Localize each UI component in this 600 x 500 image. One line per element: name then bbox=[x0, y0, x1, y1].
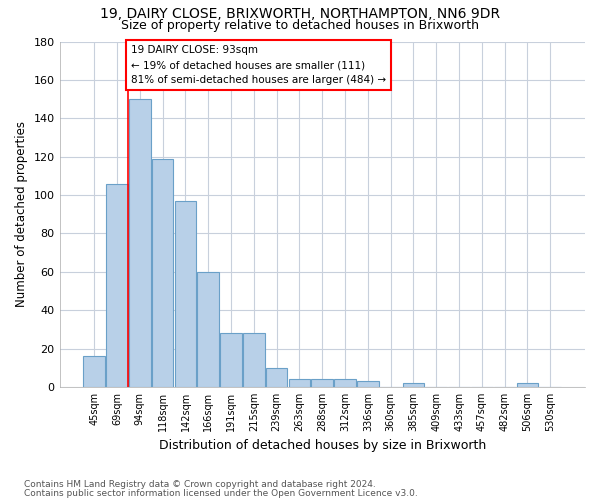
Text: Contains HM Land Registry data © Crown copyright and database right 2024.: Contains HM Land Registry data © Crown c… bbox=[24, 480, 376, 489]
Y-axis label: Number of detached properties: Number of detached properties bbox=[15, 121, 28, 307]
Bar bbox=[83, 356, 105, 387]
Bar bbox=[403, 383, 424, 387]
Bar bbox=[152, 158, 173, 387]
Text: 19, DAIRY CLOSE, BRIXWORTH, NORTHAMPTON, NN6 9DR: 19, DAIRY CLOSE, BRIXWORTH, NORTHAMPTON,… bbox=[100, 8, 500, 22]
Bar bbox=[243, 333, 265, 387]
Bar bbox=[289, 380, 310, 387]
Bar bbox=[311, 380, 333, 387]
Bar bbox=[220, 333, 242, 387]
Bar bbox=[197, 272, 219, 387]
Text: Size of property relative to detached houses in Brixworth: Size of property relative to detached ho… bbox=[121, 18, 479, 32]
Text: Contains public sector information licensed under the Open Government Licence v3: Contains public sector information licen… bbox=[24, 488, 418, 498]
Text: 19 DAIRY CLOSE: 93sqm
← 19% of detached houses are smaller (111)
81% of semi-det: 19 DAIRY CLOSE: 93sqm ← 19% of detached … bbox=[131, 46, 386, 85]
Bar bbox=[357, 381, 379, 387]
Bar bbox=[106, 184, 128, 387]
Bar bbox=[334, 380, 356, 387]
X-axis label: Distribution of detached houses by size in Brixworth: Distribution of detached houses by size … bbox=[158, 440, 486, 452]
Bar bbox=[517, 383, 538, 387]
Bar bbox=[175, 201, 196, 387]
Bar bbox=[129, 99, 151, 387]
Bar bbox=[266, 368, 287, 387]
